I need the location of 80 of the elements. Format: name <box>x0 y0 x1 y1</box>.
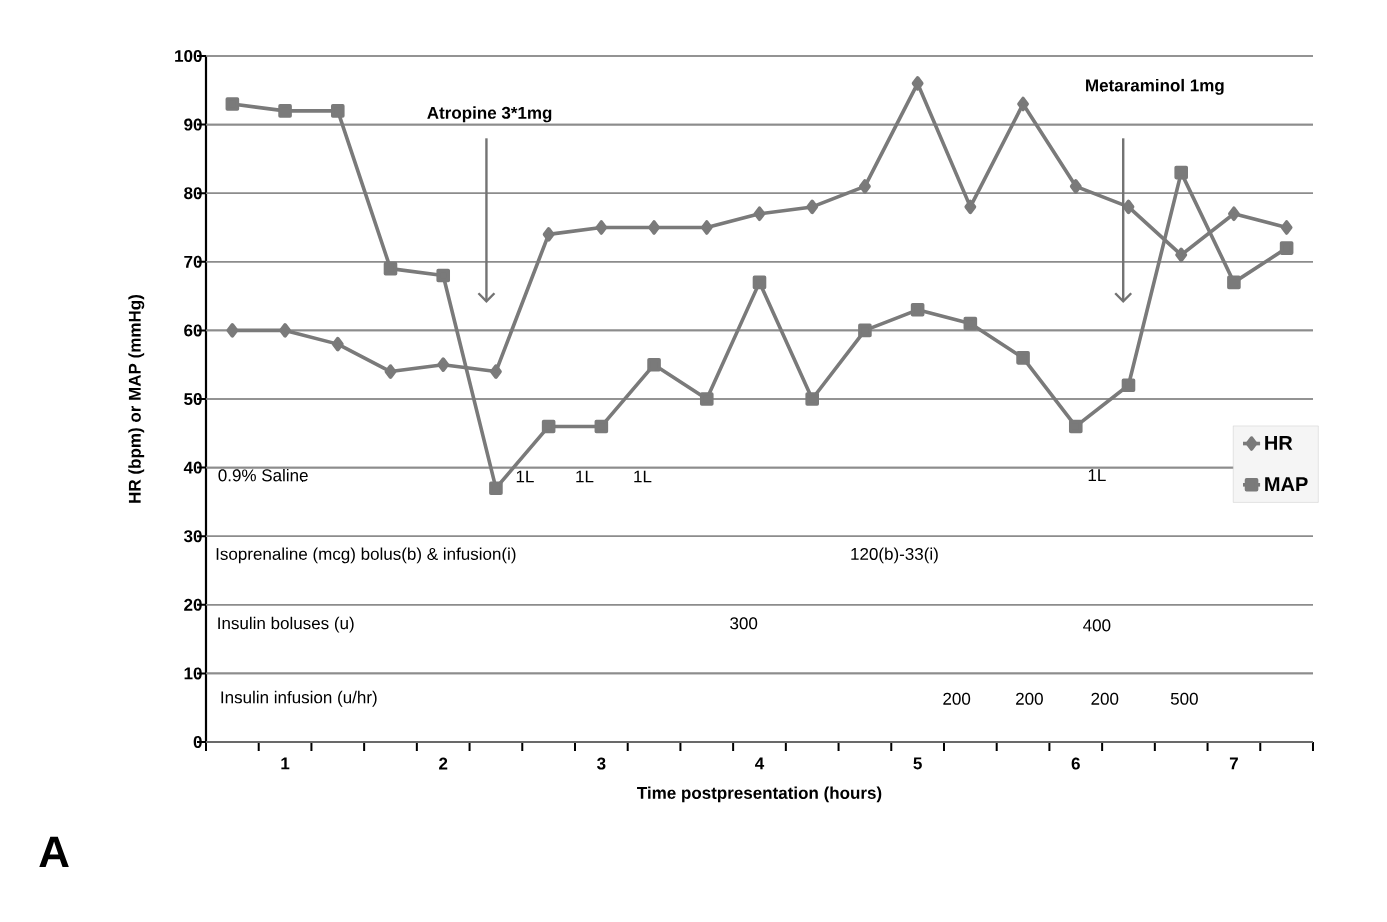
annotation: 200 <box>1091 692 1119 705</box>
annotation: Metaraminol 1mg <box>1086 78 1224 95</box>
point <box>384 364 397 379</box>
legend-label: MAP <box>1265 477 1308 491</box>
point <box>490 364 502 379</box>
point <box>1280 220 1293 235</box>
annotation: 500 <box>1170 692 1198 705</box>
point <box>279 323 291 338</box>
point <box>436 268 451 283</box>
annotation: 1L <box>634 470 652 483</box>
point <box>1227 206 1240 222</box>
x-tick-label: 7 <box>1229 757 1238 770</box>
x-tick-label: 5 <box>913 757 922 770</box>
y-tick-label: 40 <box>183 461 202 474</box>
annotation: 120(b)-33(i) <box>851 547 938 564</box>
point <box>594 419 609 434</box>
y-tick-label: 20 <box>184 598 202 611</box>
annotation: Insulin infusion (u/hr) <box>221 690 377 707</box>
annotation: 400 <box>1083 619 1111 632</box>
point <box>278 104 292 118</box>
point <box>226 323 239 338</box>
point <box>437 357 450 372</box>
point <box>330 104 345 118</box>
point <box>489 481 503 495</box>
point <box>383 261 398 276</box>
y-tick-label: 10 <box>184 667 202 680</box>
y-tick-label: 60 <box>184 324 202 337</box>
annotation: 200 <box>1016 692 1043 705</box>
y-tick-label: 90 <box>184 118 202 131</box>
annotation: 1L <box>1088 469 1106 481</box>
y-tick-label: 100 <box>175 49 202 63</box>
x-tick-label: 2 <box>439 757 448 770</box>
annotation: Atropine 3*1mg <box>427 106 552 123</box>
point <box>595 220 608 235</box>
point <box>1122 199 1135 215</box>
point <box>1068 419 1083 434</box>
point <box>699 392 714 406</box>
x-tick-label: 6 <box>1071 757 1080 770</box>
annotation: 1L <box>576 470 594 483</box>
point <box>542 227 555 242</box>
point <box>1174 165 1188 180</box>
point <box>1121 378 1136 393</box>
y-axis-title: HR (bpm) or MAP (mmHg) <box>128 295 145 503</box>
point <box>700 220 713 235</box>
legend-label: HR <box>1265 435 1293 450</box>
point <box>964 199 977 215</box>
point <box>858 179 871 194</box>
point <box>910 303 925 317</box>
point <box>647 357 661 372</box>
x-tick-label: 4 <box>755 757 765 770</box>
y-tick-label: 80 <box>184 187 202 200</box>
point <box>752 275 767 290</box>
y-tick-label: 30 <box>183 530 202 543</box>
point <box>1279 241 1294 255</box>
annotation: 1L <box>516 470 534 483</box>
y-tick-label: 70 <box>184 255 202 268</box>
point <box>753 206 766 222</box>
annotation: Insulin boluses (u) <box>218 616 354 633</box>
point <box>805 392 819 406</box>
point <box>1016 351 1030 365</box>
point <box>1175 247 1188 263</box>
annotation: Isoprenaline (mcg) bolus(b) & infusion(i) <box>216 547 516 564</box>
x-tick-label: 3 <box>597 757 606 770</box>
annotation: 0.9% Saline <box>218 468 308 482</box>
point <box>1017 96 1029 112</box>
point <box>806 199 819 215</box>
point <box>963 316 978 331</box>
point <box>225 97 240 111</box>
point <box>1069 179 1082 194</box>
point <box>648 220 660 235</box>
point <box>541 419 556 434</box>
point <box>331 336 344 352</box>
x-axis-title: Time postpresentation (hours) <box>637 786 882 803</box>
point <box>911 76 924 91</box>
point <box>1227 275 1241 290</box>
text: A <box>39 836 69 867</box>
annotation: 300 <box>730 617 758 630</box>
point <box>858 323 872 338</box>
annotation: 200 <box>943 692 971 705</box>
x-tick-label: 1 <box>281 757 290 770</box>
